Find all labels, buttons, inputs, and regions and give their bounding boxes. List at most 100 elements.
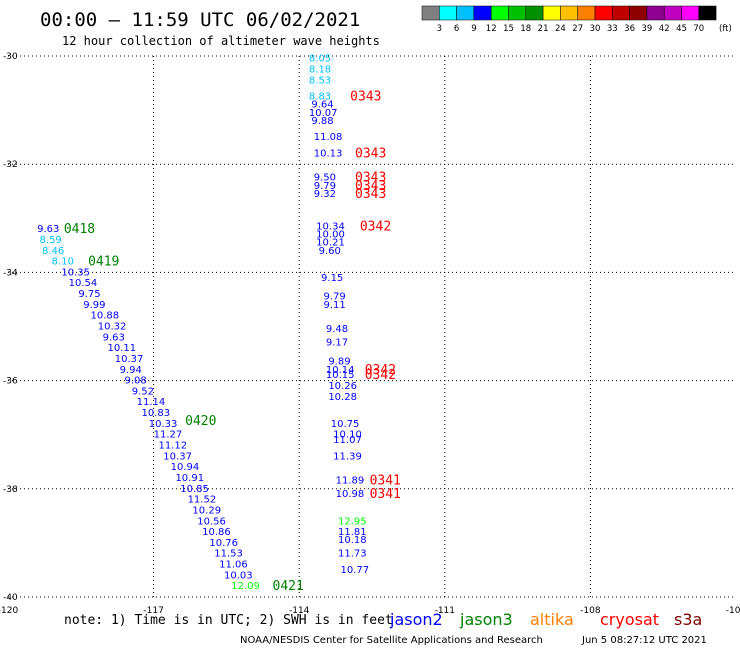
swh-value-label: 10.75 — [331, 419, 360, 430]
data-labels: 9.638.598.468.1010.3510.549.759.9910.881… — [37, 54, 369, 592]
swh-value-label: 9.79 — [314, 181, 336, 192]
swh-value-label: 9.63 — [37, 224, 59, 235]
x-tick-label: -117 — [143, 606, 163, 616]
colorbar-swatch — [439, 5, 457, 21]
swh-value-label: 9.52 — [132, 386, 154, 397]
satellite-legend: jason2 jason3 altika cryosat s3a — [389, 610, 702, 629]
time-label: 0342 — [365, 368, 396, 383]
colorbar-unit: (ft) — [719, 24, 732, 34]
swh-value-label: 11.39 — [333, 451, 362, 462]
swh-value-label: 8.59 — [40, 235, 62, 246]
swh-value-label: 9.50 — [314, 173, 336, 184]
time-label: 0343 — [355, 146, 386, 161]
time-labels: 0418041904200421034303430343034303430342… — [64, 90, 401, 595]
swh-value-label: 8.10 — [52, 257, 74, 268]
swh-value-label: 10.98 — [336, 489, 365, 500]
swh-value-label: 10.85 — [180, 484, 209, 495]
y-tick-label: -40 — [3, 593, 18, 603]
x-tick-label: -108 — [580, 606, 601, 616]
colorbar-swatch — [577, 5, 596, 21]
legend-jason2: jason2 — [389, 610, 443, 629]
colorbar-swatch — [473, 5, 492, 21]
colorbar-label: 6 — [454, 24, 459, 34]
swh-value-label: 10.28 — [328, 392, 357, 403]
swh-value-label: 10.32 — [98, 322, 127, 333]
chart-title: 00:00 – 11:59 UTC 06/02/2021 — [40, 9, 360, 31]
swh-value-label: 8.83 — [309, 92, 331, 103]
swh-value-label: 9.17 — [326, 338, 348, 349]
swh-value-label: 9.48 — [326, 324, 348, 335]
colorbar-label: 30 — [590, 24, 601, 34]
swh-value-label: 9.88 — [311, 116, 333, 127]
swh-value-label: 12.09 — [231, 581, 260, 592]
swh-value-label: 9.11 — [323, 300, 345, 311]
swh-value-label: 10.21 — [316, 238, 345, 249]
colorbar-swatch — [525, 5, 544, 21]
swh-value-label: 10.37 — [115, 354, 144, 365]
y-tick-label: -38 — [3, 485, 18, 495]
colorbar-label: 45 — [676, 24, 687, 34]
colorbar-label: 39 — [641, 24, 652, 34]
swh-value-label: 9.89 — [328, 357, 350, 368]
chart-subtitle: 12 hour collection of altimeter wave hei… — [62, 34, 380, 48]
swh-value-label: 10.86 — [202, 527, 231, 538]
colorbar-swatch — [681, 5, 700, 21]
colorbar-swatch — [421, 5, 440, 21]
x-tick-label: -105 — [726, 606, 740, 616]
colorbar-label: 9 — [471, 24, 476, 34]
swh-value-label: 10.94 — [171, 462, 200, 473]
colorbar-label: 3 — [437, 24, 442, 34]
swh-value-label: 10.14 — [326, 365, 355, 376]
colorbar-swatch — [663, 5, 682, 21]
colorbar-swatch — [542, 5, 561, 21]
x-tick-label: -120 — [0, 606, 18, 616]
time-label: 0343 — [355, 179, 386, 194]
time-label: 0343 — [355, 171, 386, 186]
colorbar-label: 33 — [607, 24, 618, 34]
swh-value-label: 11.07 — [333, 435, 362, 446]
swh-value-label: 11.52 — [188, 495, 217, 506]
swh-value-label: 9.08 — [124, 376, 146, 387]
swh-value-label: 10.37 — [163, 451, 192, 462]
time-label: 0418 — [64, 222, 95, 237]
x-tick-label: -114 — [289, 606, 310, 616]
swh-value-label: 10.33 — [149, 419, 178, 430]
swh-value-label: 8.18 — [309, 65, 331, 76]
swh-value-label: 10.35 — [61, 267, 90, 278]
swh-value-label: 10.29 — [192, 505, 221, 516]
swh-value-label: 10.15 — [326, 370, 355, 381]
swh-value-label: 10.91 — [175, 473, 204, 484]
swh-value-label: 10.76 — [209, 538, 238, 549]
time-label: 0420 — [185, 414, 216, 429]
time-label: 0419 — [88, 255, 119, 270]
swh-value-label: 11.14 — [137, 397, 166, 408]
footer-note: note: 1) Time is in UTC; 2) SWH is in fe… — [64, 613, 393, 628]
swh-value-label: 10.07 — [309, 108, 338, 119]
colorbar-label: 18 — [520, 24, 531, 34]
legend-cryosat: cryosat — [600, 610, 659, 629]
swh-value-label: 8.53 — [309, 75, 331, 86]
colorbar-label: 42 — [659, 24, 670, 34]
swh-value-label: 8.05 — [309, 54, 331, 65]
swh-value-label: 10.34 — [316, 221, 345, 232]
colorbar-swatch — [594, 5, 613, 21]
swh-value-label: 9.60 — [319, 246, 341, 257]
y-tick-label: -34 — [3, 268, 18, 278]
legend-s3a: s3a — [674, 610, 702, 629]
colorbar-swatch — [508, 5, 527, 21]
swh-value-label: 9.79 — [323, 292, 345, 303]
time-label: 0341 — [370, 487, 401, 502]
swh-value-label: 10.13 — [314, 148, 343, 159]
time-label: 0421 — [273, 579, 304, 594]
swh-value-label: 11.08 — [314, 132, 343, 143]
swh-value-label: 10.88 — [91, 311, 120, 322]
swh-value-label: 10.83 — [141, 408, 170, 419]
swh-value-label: 8.46 — [42, 246, 64, 257]
swh-value-label: 10.03 — [224, 570, 253, 581]
colorbar-label: 21 — [538, 24, 549, 34]
swh-value-label: 11.53 — [214, 549, 243, 560]
swh-value-label: 11.06 — [219, 560, 248, 571]
swh-value-label: 10.56 — [197, 516, 226, 527]
swh-value-label: 10.00 — [316, 230, 345, 241]
